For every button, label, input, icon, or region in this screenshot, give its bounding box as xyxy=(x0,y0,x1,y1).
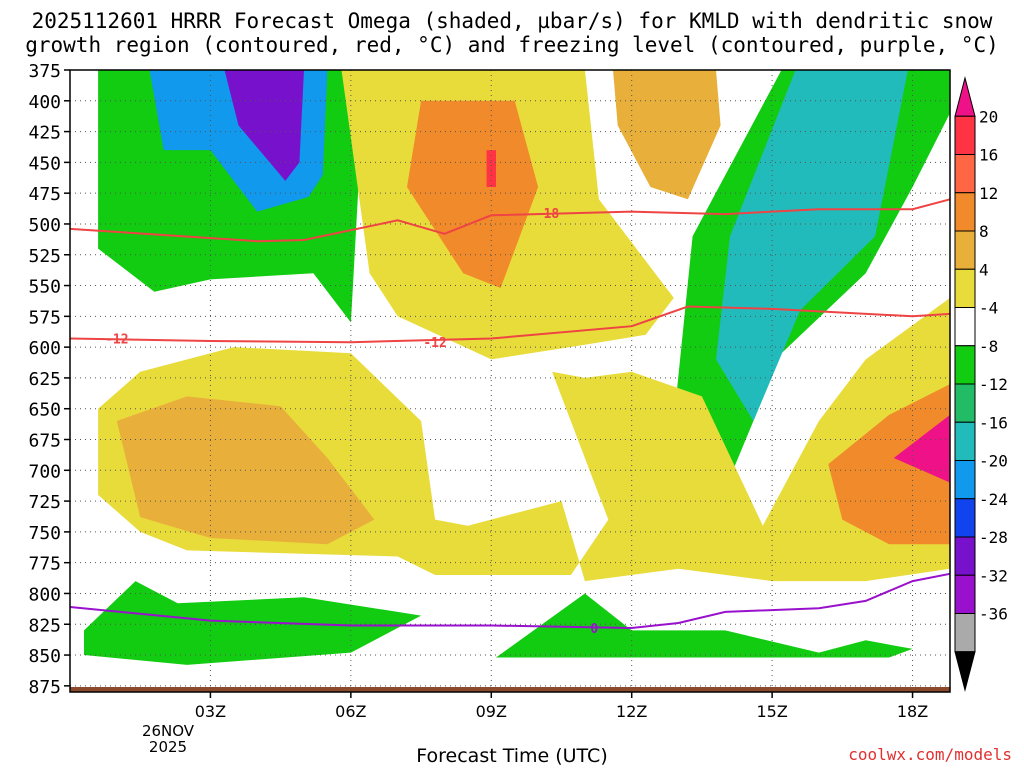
x-tick-label: 15Z xyxy=(756,702,787,721)
date-label-year: 2025 xyxy=(148,738,188,756)
y-tick-label: 825 xyxy=(28,615,61,636)
colorbar-label: 16 xyxy=(979,146,998,165)
colorbar-label: -8 xyxy=(979,337,998,356)
colorbar-swatch xyxy=(954,460,976,500)
contour-line-0 xyxy=(69,572,951,630)
colorbar-swatch xyxy=(954,345,976,385)
ground-surface xyxy=(70,687,950,692)
y-tick-label: 700 xyxy=(28,461,61,482)
omega-region-rising-upper-left-max xyxy=(224,70,304,181)
omega-region-sinking-lower-right-core xyxy=(828,384,950,545)
y-tick-label: 575 xyxy=(28,307,61,328)
y-tick-label: 425 xyxy=(28,123,61,144)
colorbar-swatch xyxy=(954,115,976,155)
colorbar-swatch xyxy=(954,421,976,461)
y-tick-label: 650 xyxy=(28,400,61,421)
y-tick-label: 725 xyxy=(28,492,61,513)
contour-label: 0 xyxy=(590,622,598,637)
colorbar-swatch xyxy=(954,536,976,576)
y-tick-label: 400 xyxy=(28,92,61,113)
y-tick-label: 450 xyxy=(28,153,61,174)
colorbar-label: -4 xyxy=(979,299,998,318)
omega-region-rising-lower-right xyxy=(496,593,913,658)
colorbar-swatch xyxy=(954,383,976,423)
colorbar-label: 20 xyxy=(979,107,998,126)
plot-frame xyxy=(69,69,951,693)
x-tick-label: 06Z xyxy=(335,702,366,721)
colorbar-swatch xyxy=(954,76,976,117)
colorbar-swatch xyxy=(954,613,976,653)
contour-label: -18 xyxy=(536,207,560,222)
credit-link[interactable]: coolwx.com/models xyxy=(848,745,1012,764)
omega-region-sinking-lower-right-max xyxy=(893,414,950,483)
colorbar-swatch xyxy=(954,268,976,308)
colorbar-label: -36 xyxy=(979,605,1008,624)
y-tick-label: 475 xyxy=(28,184,61,205)
y-tick-label: 525 xyxy=(28,246,61,267)
colorbar-label: 12 xyxy=(979,184,998,203)
colorbar-label: -24 xyxy=(979,490,1008,509)
y-tick-label: 875 xyxy=(28,677,61,698)
colorbar-label: 8 xyxy=(979,222,989,241)
colorbar-label: -28 xyxy=(979,528,1008,547)
colorbar-swatch xyxy=(954,230,976,270)
colorbar-swatch xyxy=(954,574,976,614)
omega-region-sinking-upper-right xyxy=(613,70,721,200)
chart-title-line-2: growth region (contoured, red, °C) and f… xyxy=(25,33,999,57)
omega-region-rising-upper-right-core xyxy=(716,70,908,421)
contour-line--12 xyxy=(69,305,951,344)
colorbar-swatch xyxy=(954,651,976,692)
colorbar-swatch xyxy=(954,192,976,232)
y-tick-label: 550 xyxy=(28,277,61,298)
omega-region-sinking-upper-mid-core xyxy=(407,100,539,288)
colorbar-swatch xyxy=(954,154,976,194)
contour-label: -12 xyxy=(105,333,128,348)
colorbar-swatch xyxy=(954,498,976,538)
y-tick-label: 600 xyxy=(28,338,61,359)
omega-region-sinking-upper-mid-max xyxy=(486,150,496,187)
y-tick-label: 375 xyxy=(28,61,61,82)
date-label-day: 26NOV xyxy=(141,722,195,740)
x-tick-label: 18Z xyxy=(897,702,928,721)
contour-line--18 xyxy=(69,198,951,243)
y-tick-label: 800 xyxy=(28,584,61,605)
colorbar-label: -16 xyxy=(979,413,1008,432)
colorbar-label: 4 xyxy=(979,260,989,279)
y-tick-label: 775 xyxy=(28,554,61,575)
y-tick-label: 750 xyxy=(28,523,61,544)
contour-label: -12 xyxy=(423,336,446,351)
colorbar-label: -20 xyxy=(979,452,1008,471)
y-tick-label: 625 xyxy=(28,369,61,390)
y-tick-label: 850 xyxy=(28,646,61,667)
colorbar-label: -32 xyxy=(979,566,1008,585)
x-axis-label: Forecast Time (UTC) xyxy=(416,745,608,767)
x-tick-label: 12Z xyxy=(616,702,647,721)
chart-title-line-1: 2025112601 HRRR Forecast Omega (shaded, … xyxy=(31,9,993,33)
colorbar-swatch xyxy=(954,307,976,347)
y-tick-label: 500 xyxy=(28,215,61,236)
x-tick-label: 09Z xyxy=(476,702,507,721)
x-tick-label: 03Z xyxy=(195,702,226,721)
colorbar-label: -12 xyxy=(979,375,1008,394)
y-tick-label: 675 xyxy=(28,431,61,452)
